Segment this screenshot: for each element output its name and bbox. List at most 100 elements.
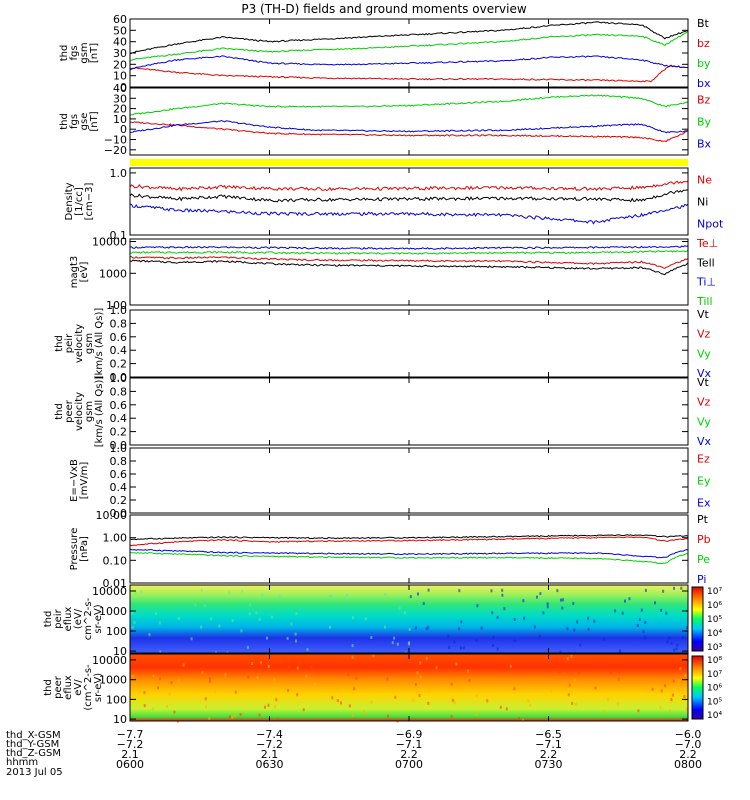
x-label-time: 0700 bbox=[395, 758, 423, 771]
y-axis-label-density: Density [1/cc] [cm−3] bbox=[64, 182, 95, 220]
spectrogram-speckle bbox=[233, 714, 236, 718]
spectrogram-speckle bbox=[396, 642, 399, 646]
spectrogram-speckle bbox=[170, 681, 173, 685]
colorbar-tick-label: 10⁷ bbox=[707, 670, 722, 680]
y-axis-label-line: [cm−3] bbox=[84, 183, 95, 221]
spectrogram-speckle bbox=[513, 618, 516, 621]
spectrogram-speckle bbox=[234, 690, 237, 694]
x-label-x-gsm: −7.7 bbox=[117, 728, 144, 741]
colorbar-tick-label: 10⁴ bbox=[707, 629, 722, 639]
spectrogram-speckle bbox=[556, 589, 559, 593]
legend-entry-mag_temp: Te⊥ bbox=[696, 237, 718, 250]
series-line-fgs_gsm bbox=[129, 21, 689, 55]
y-tick-label: 0.4 bbox=[110, 344, 128, 357]
y-axis-label-line: Pressure bbox=[69, 528, 80, 571]
spectrogram-speckle bbox=[152, 707, 155, 711]
spectrogram-speckle bbox=[560, 598, 562, 602]
legend-entry-fgs_gse: By bbox=[697, 116, 712, 129]
legend-entry-fgs_gse: Bz bbox=[697, 94, 711, 107]
spectrogram-speckle bbox=[205, 597, 208, 601]
spectrogram-speckle bbox=[458, 627, 461, 631]
spectrogram-speckle bbox=[210, 617, 213, 621]
y-tick-label: 100 bbox=[106, 693, 127, 706]
y-axis-label-mag_temp: magt3 [eV] bbox=[69, 256, 90, 289]
panel-density: 0.1 1.0 Density [1/cc] [cm−3] Ne Ni Npot bbox=[64, 167, 724, 242]
colorbar-tick-label: 10⁶ bbox=[707, 684, 722, 694]
legend-entry-density: Npot bbox=[697, 218, 724, 231]
spectrogram-speckle bbox=[559, 650, 562, 654]
y-axis-label-line: peir bbox=[64, 333, 75, 353]
x-label-z-gsm: 2.2 bbox=[400, 748, 418, 761]
series-line-mag_temp bbox=[129, 245, 689, 250]
spectrogram-speckle bbox=[131, 625, 134, 629]
y-axis-label-line: thd bbox=[59, 113, 70, 130]
spectrogram-speckle bbox=[468, 679, 471, 683]
x-label-x-gsm: −7.4 bbox=[256, 728, 283, 741]
spectrogram-speckle bbox=[427, 588, 430, 592]
x-label-y-gsm: −7.1 bbox=[535, 738, 562, 751]
series-line-pressure bbox=[129, 536, 689, 547]
spectrogram-speckle bbox=[134, 592, 137, 596]
spectrogram-speckle bbox=[518, 717, 520, 721]
spectrogram-speckle bbox=[587, 616, 590, 620]
x-label-y-gsm: −7.2 bbox=[117, 738, 144, 751]
colorbar-tick-label: 10⁵ bbox=[707, 615, 722, 625]
spectrogram-speckle bbox=[370, 700, 373, 704]
spectrogram-speckle bbox=[680, 586, 683, 590]
y-axis-label-line: thd bbox=[43, 611, 54, 628]
y-axis-label-line: magt3 bbox=[69, 256, 80, 289]
xaxis-date: 2013 Jul 05 bbox=[6, 767, 63, 778]
series-line-mag_temp bbox=[130, 249, 689, 255]
spectrogram-speckle bbox=[159, 677, 161, 681]
spectrogram-speckle bbox=[624, 599, 626, 603]
y-axis-label-line: Density bbox=[64, 182, 75, 220]
y-axis-label-line: [1/cc] bbox=[74, 187, 85, 216]
y-tick-label: 0.4 bbox=[110, 481, 128, 494]
y-tick-label: 0.2 bbox=[110, 358, 128, 371]
xaxis-label-x: thd_X-GSM bbox=[6, 730, 61, 741]
spectrogram-speckle bbox=[628, 597, 631, 601]
spectrogram-speckle bbox=[542, 611, 545, 615]
spectrogram-speckle bbox=[558, 670, 561, 674]
xaxis-label-z: thd_Z-GSM bbox=[6, 748, 61, 759]
spectrogram-speckle bbox=[433, 655, 436, 659]
plot-frame-density bbox=[129, 167, 689, 236]
spectrogram-speckle bbox=[260, 661, 263, 665]
y-axis-label-pressure: Pressure [nPa] bbox=[69, 528, 90, 571]
spectrogram-speckle bbox=[659, 706, 662, 710]
spectrogram-speckle bbox=[455, 662, 458, 666]
spectrogram-speckle bbox=[575, 702, 578, 706]
spectrogram-speckle bbox=[450, 682, 453, 686]
spectrogram-speckle bbox=[561, 606, 564, 610]
spectrogram-speckle bbox=[492, 636, 495, 640]
spectrogram-speckle bbox=[302, 708, 305, 712]
spectrogram-speckle bbox=[666, 640, 669, 644]
y-tick-label: 0.6 bbox=[110, 399, 128, 412]
spectrogram-speckle bbox=[286, 637, 289, 640]
y-axis-label-line: eflux bbox=[63, 607, 74, 632]
spectrogram-speckle bbox=[177, 616, 180, 620]
spectrogram-speckle bbox=[351, 655, 354, 659]
y-tick-label: 1000 bbox=[99, 605, 127, 618]
y-tick-label: 10 bbox=[113, 113, 127, 126]
legend-entry-peer_velocity: Vx bbox=[697, 435, 712, 448]
spectrogram-speckle bbox=[640, 608, 643, 612]
spectrogram-speckle bbox=[296, 666, 299, 670]
spectrogram-speckle bbox=[231, 619, 234, 622]
xaxis-label-y: thd_Y-GSM bbox=[6, 739, 59, 750]
spectrogram-speckle bbox=[566, 657, 569, 661]
spectrogram-speckle bbox=[447, 634, 450, 638]
spectrogram-speckle bbox=[393, 636, 396, 640]
spectrogram-speckle bbox=[419, 675, 422, 679]
y-tick-label: 20 bbox=[113, 58, 127, 71]
spectrogram-speckle bbox=[660, 608, 663, 612]
y-tick-label: 0.01 bbox=[103, 577, 128, 590]
spectrogram-speckle bbox=[672, 679, 675, 683]
y-axis-label-fgs_gsm: thd fgs gsm [nT] bbox=[59, 42, 100, 63]
spectrogram-speckle bbox=[523, 616, 526, 620]
y-axis-label-line: fgs bbox=[69, 45, 80, 60]
spectrogram-speckle bbox=[280, 661, 282, 665]
spectrogram-speckle bbox=[296, 693, 299, 697]
colorbar-peir_eflux: 10³ 10⁴ 10⁵ 10⁶ 10⁷ bbox=[691, 586, 722, 653]
